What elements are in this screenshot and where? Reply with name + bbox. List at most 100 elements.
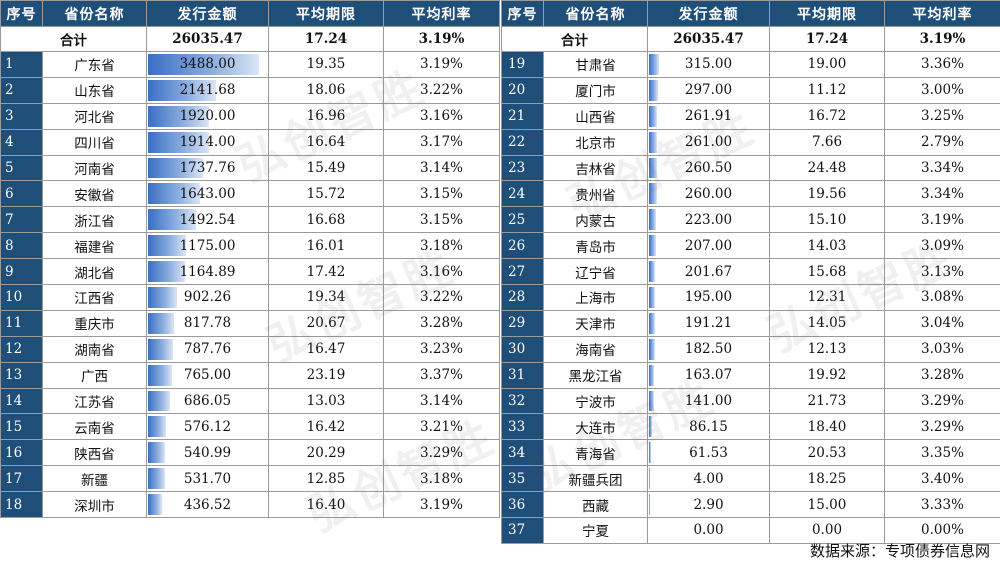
row-term: 14.05 [769, 309, 885, 337]
amount-data-bar [148, 261, 186, 283]
row-amount-cell: 2141.68 [146, 76, 269, 104]
row-amount-cell: 141.00 [647, 387, 770, 415]
row-amount: 436.52 [183, 496, 232, 513]
row-seq: 11 [0, 309, 43, 337]
amount-data-bar [148, 287, 177, 308]
table-row: 28 上海市 195.00 12.31 3.08% [501, 284, 1000, 311]
bond-table-left: 序号 省份名称 发行金额 平均期限 平均利率 合计 26035.47 17.24… [0, 0, 500, 519]
row-rate: 3.16% [383, 102, 500, 130]
row-province: 福建省 [42, 232, 147, 260]
total-term: 17.24 [268, 26, 384, 52]
total-term: 17.24 [769, 26, 885, 52]
amount-data-bar [649, 131, 658, 153]
row-rate: 3.14% [383, 387, 500, 415]
row-amount: 261.91 [684, 108, 733, 125]
table-row: 7 浙江省 1492.54 16.68 3.15% [0, 206, 500, 234]
row-amount: 4.00 [693, 470, 724, 487]
amount-data-bar [148, 209, 196, 231]
amount-data-bar [148, 468, 165, 490]
row-amount-cell: 86.15 [647, 413, 770, 441]
row-rate: 3.36% [884, 51, 1000, 78]
row-amount-cell: 163.07 [647, 361, 770, 389]
table-row: 30 海南省 182.50 12.13 3.03% [501, 335, 1000, 363]
row-rate: 3.34% [884, 154, 1000, 182]
row-rate: 3.08% [884, 284, 1000, 311]
row-seq: 28 [501, 284, 544, 311]
header-term: 平均期限 [769, 0, 885, 27]
row-term: 15.68 [769, 258, 885, 286]
row-amount-cell: 1920.00 [146, 102, 269, 130]
amount-data-bar [148, 494, 162, 516]
row-term: 16.42 [268, 413, 384, 441]
row-term: 20.67 [268, 309, 384, 337]
total-label: 合计 [501, 26, 648, 52]
row-province: 贵州省 [543, 180, 648, 208]
amount-data-bar [148, 364, 173, 386]
table-row: 18 深圳市 436.52 16.40 3.19% [0, 491, 500, 519]
amount-data-bar [649, 364, 655, 386]
header-seq: 序号 [0, 0, 43, 27]
row-rate: 3.33% [884, 491, 1000, 519]
row-term: 12.31 [769, 284, 885, 311]
row-seq: 22 [501, 128, 544, 156]
row-seq: 15 [0, 413, 43, 441]
row-amount-cell: 531.70 [146, 465, 269, 493]
row-province: 天津市 [543, 309, 648, 337]
row-amount: 540.99 [183, 444, 232, 461]
amount-data-bar [649, 157, 658, 179]
amount-data-bar [649, 416, 652, 438]
row-amount-cell: 686.05 [146, 387, 269, 415]
row-amount-cell: 261.00 [647, 128, 770, 156]
row-rate: 3.25% [884, 102, 1000, 130]
row-term: 16.64 [268, 128, 384, 156]
total-label: 合计 [0, 26, 147, 52]
amount-data-bar [148, 157, 204, 179]
row-rate: 3.28% [884, 361, 1000, 389]
row-province: 辽宁省 [543, 258, 648, 286]
table-row: 21 山西省 261.91 16.72 3.25% [501, 102, 1000, 130]
row-rate: 3.29% [884, 387, 1000, 415]
amount-data-bar [148, 235, 186, 257]
row-rate: 3.34% [884, 180, 1000, 208]
row-seq: 29 [501, 309, 544, 337]
row-rate: 3.15% [383, 180, 500, 208]
row-province: 山东省 [42, 76, 147, 104]
row-amount: 260.50 [684, 160, 733, 176]
table-row: 35 新疆兵团 4.00 18.25 3.40% [501, 465, 1000, 493]
table-row: 13 广西 765.00 23.19 3.37% [0, 361, 500, 389]
table-row: 31 黑龙江省 163.07 19.92 3.28% [501, 361, 1000, 389]
table-row: 16 陕西省 540.99 20.29 3.29% [0, 439, 500, 467]
row-amount-cell: 817.78 [146, 309, 269, 337]
row-province: 宁夏 [543, 517, 648, 544]
row-amount: 576.12 [183, 418, 232, 435]
row-amount: 261.00 [684, 134, 733, 151]
row-seq: 12 [0, 335, 43, 363]
row-rate: 3.35% [884, 439, 1000, 467]
row-seq: 32 [501, 387, 544, 415]
row-amount-cell: 223.00 [647, 206, 770, 234]
amount-data-bar [148, 312, 175, 334]
row-province: 河南省 [42, 154, 147, 182]
data-source-note: 数据来源：专项债券信息网 [809, 542, 990, 560]
row-amount: 0.00 [693, 522, 724, 539]
row-term: 15.49 [268, 154, 384, 182]
row-amount-cell: 1164.89 [146, 258, 269, 286]
row-amount-cell: 787.76 [146, 335, 269, 363]
total-rate: 3.19% [884, 26, 1000, 52]
table-row: 37 宁夏 0.00 0.00 0.00% [501, 517, 1000, 544]
row-seq: 2 [0, 76, 43, 104]
row-term: 13.03 [268, 387, 384, 415]
row-term: 20.29 [268, 439, 384, 467]
row-seq: 21 [501, 102, 544, 130]
row-province: 内蒙古 [543, 206, 648, 234]
row-amount: 141.00 [684, 393, 733, 410]
row-rate: 3.00% [884, 76, 1000, 104]
row-amount-cell: 1643.00 [146, 180, 269, 208]
table-row: 15 云南省 576.12 16.42 3.21% [0, 413, 500, 441]
row-term: 11.12 [769, 76, 885, 104]
row-term: 17.42 [268, 258, 384, 286]
row-amount: 3488.00 [179, 56, 236, 73]
row-amount-cell: 261.91 [647, 102, 770, 130]
row-term: 7.66 [769, 128, 885, 156]
table-row: 27 辽宁省 201.67 15.68 3.13% [501, 258, 1000, 286]
